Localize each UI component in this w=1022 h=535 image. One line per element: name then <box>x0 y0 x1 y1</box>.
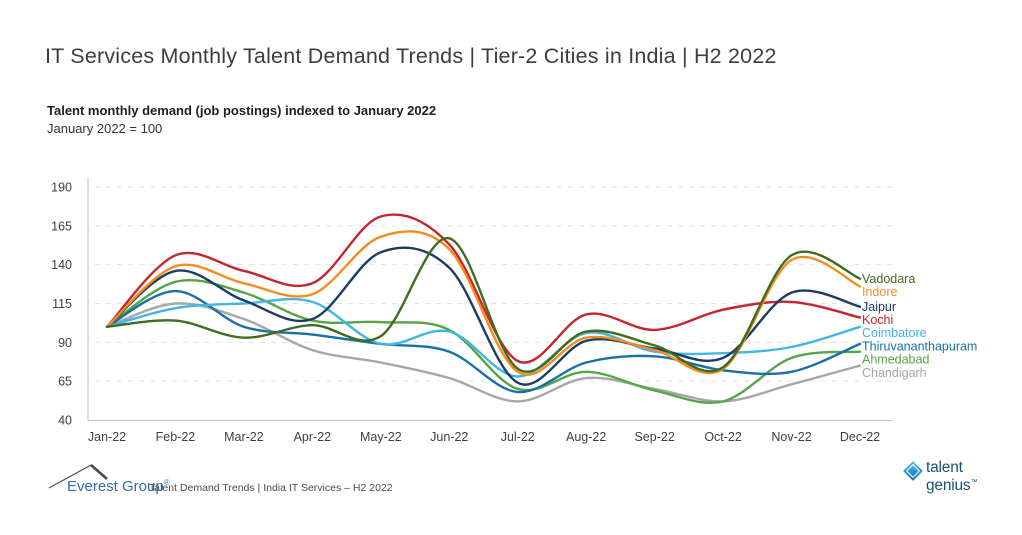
series-line-coimbatore <box>105 297 862 378</box>
series-line-jaipur <box>105 246 862 386</box>
registered-mark: ® <box>163 478 170 487</box>
legend-label-ahmedabad: Ahmedabad <box>862 353 929 367</box>
x-tick-label: Aug-22 <box>566 430 606 444</box>
page-title: IT Services Monthly Talent Demand Trends… <box>45 44 777 68</box>
legend-label-jaipur: Jaipur <box>862 300 896 314</box>
y-tick-label: 65 <box>58 375 72 389</box>
series-line-vadodara <box>105 237 862 373</box>
y-tick-label: 140 <box>51 258 72 272</box>
legend-label-vadodara: Vadodara <box>862 272 915 286</box>
y-tick-label: 190 <box>51 181 72 195</box>
y-tick-label: 90 <box>58 336 72 350</box>
diamond-icon <box>903 461 923 481</box>
x-tick-label: Jun-22 <box>430 430 468 444</box>
x-tick-label: Sep-22 <box>634 430 674 444</box>
x-tick-label: Feb-22 <box>156 430 196 444</box>
talentgenius-line1: talent <box>926 459 963 476</box>
everest-wordmark: Everest Group® <box>67 478 170 495</box>
y-tick-label: 115 <box>52 297 72 311</box>
x-tick-label: Jan-22 <box>88 430 126 444</box>
talentgenius-line2: genius™ <box>926 476 978 494</box>
index-note: January 2022 = 100 <box>47 121 163 136</box>
legend-label-kochi: Kochi <box>862 313 893 327</box>
y-tick-label: 165 <box>51 219 72 233</box>
legend-label-thiruvananthapuram: Thiruvananthapuram <box>862 339 977 353</box>
x-tick-label: May-22 <box>360 430 402 444</box>
x-tick-label: Apr-22 <box>294 430 332 444</box>
series-line-ahmedabad <box>105 278 862 404</box>
talentgenius-wordmark: talent genius™ <box>926 459 978 494</box>
x-tick-label: Oct-22 <box>704 430 742 444</box>
x-tick-label: Dec-22 <box>840 430 880 444</box>
series-line-thiruvananthapuram <box>105 289 862 394</box>
trademark-mark: ™ <box>970 478 978 486</box>
y-tick-label: 40 <box>58 414 72 428</box>
legend-label-coimbatore: Coimbatore <box>862 326 927 340</box>
x-tick-label: Mar-22 <box>224 430 264 444</box>
x-tick-label: Jul-22 <box>501 430 535 444</box>
legend-label-chandigarh: Chandigarh <box>862 366 927 380</box>
legend-label-indore: Indore <box>862 285 897 299</box>
talentgenius-logo: talent genius™ <box>903 459 1020 500</box>
footer-caption: Talent Demand Trends | India IT Services… <box>149 482 393 494</box>
chart-heading: Talent monthly demand (job postings) ind… <box>47 103 437 118</box>
everest-group-logo: Everest Group® Talent Demand Trends | In… <box>48 458 478 500</box>
series-line-kochi <box>105 213 862 364</box>
mountain-icon <box>48 464 108 489</box>
series-line-chandigarh <box>105 302 862 403</box>
x-tick-label: Nov-22 <box>771 430 811 444</box>
